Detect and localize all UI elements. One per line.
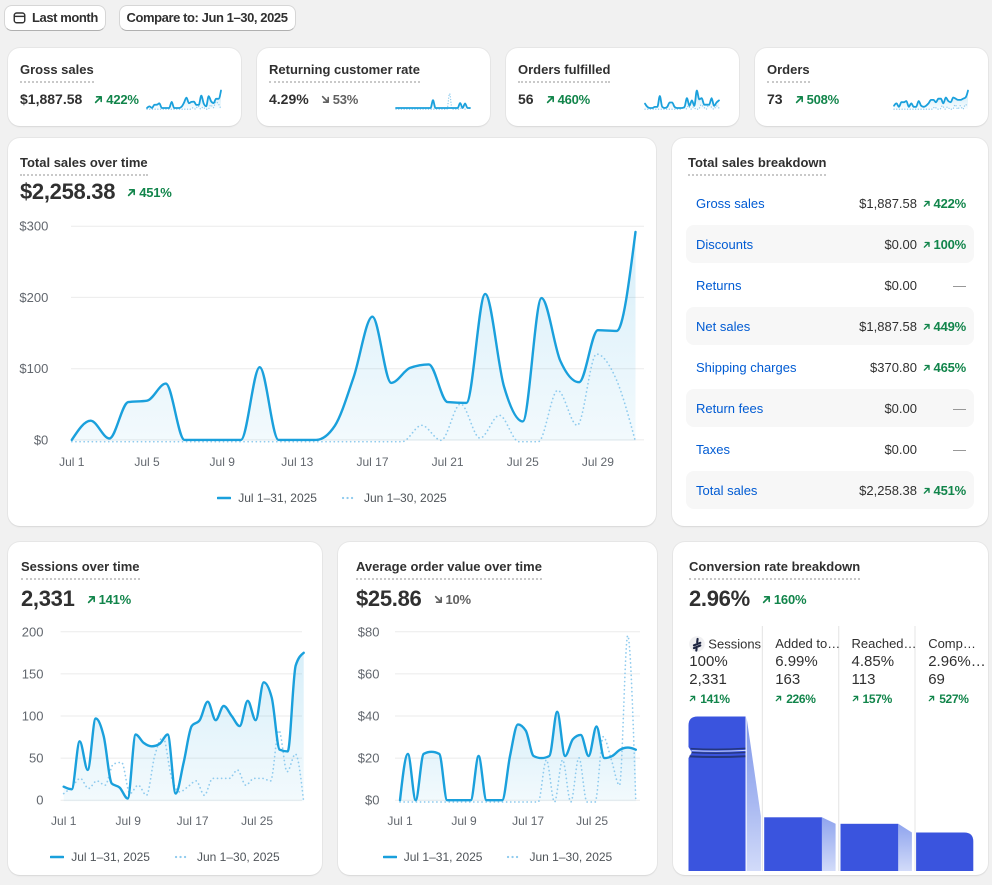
svg-text:0: 0 <box>36 793 43 808</box>
svg-text:Jul 25: Jul 25 <box>241 814 273 828</box>
svg-text:100: 100 <box>22 709 44 724</box>
svg-text:Jul 17: Jul 17 <box>356 455 388 469</box>
svg-text:$200: $200 <box>19 290 48 305</box>
svg-text:Jul 25: Jul 25 <box>507 455 539 469</box>
svg-text:$20: $20 <box>358 751 380 766</box>
svg-text:$80: $80 <box>358 624 380 639</box>
svg-text:$0: $0 <box>34 432 48 447</box>
svg-text:Jul 9: Jul 9 <box>451 814 477 828</box>
svg-text:Jul 9: Jul 9 <box>116 814 142 828</box>
svg-text:Jul 29: Jul 29 <box>582 455 614 469</box>
svg-text:$60: $60 <box>358 666 380 681</box>
svg-text:Jul 21: Jul 21 <box>432 455 464 469</box>
svg-text:Jul 5: Jul 5 <box>134 455 160 469</box>
svg-text:150: 150 <box>22 666 44 681</box>
svg-text:Jul 25: Jul 25 <box>576 814 608 828</box>
svg-text:$0: $0 <box>365 793 379 808</box>
svg-text:Jul 13: Jul 13 <box>281 455 313 469</box>
svg-text:Jul 1: Jul 1 <box>51 814 77 828</box>
svg-text:Jul 1: Jul 1 <box>387 814 413 828</box>
svg-text:$300: $300 <box>19 219 48 234</box>
svg-text:$40: $40 <box>358 709 380 724</box>
svg-text:200: 200 <box>22 624 44 639</box>
svg-text:$100: $100 <box>19 361 48 376</box>
svg-text:Jul 1: Jul 1 <box>59 455 85 469</box>
svg-text:Jul 17: Jul 17 <box>512 814 544 828</box>
svg-text:Jul 17: Jul 17 <box>177 814 209 828</box>
svg-text:Jul 9: Jul 9 <box>210 455 236 469</box>
svg-text:50: 50 <box>29 751 43 766</box>
